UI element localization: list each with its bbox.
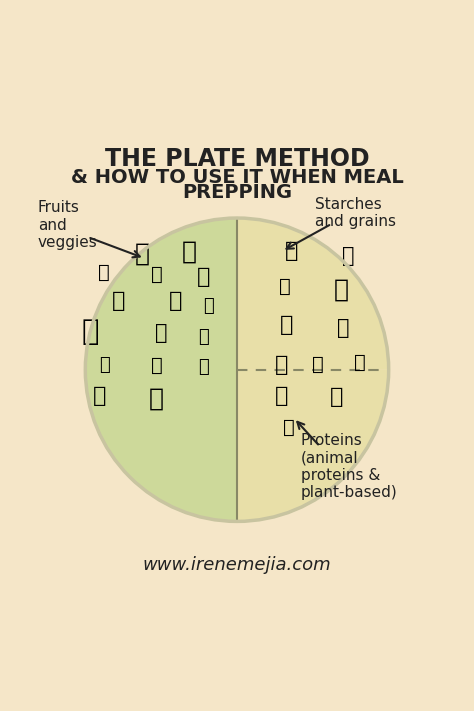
Text: 🥬: 🥬 [199, 328, 209, 346]
Text: 🫘: 🫘 [283, 418, 295, 437]
Text: THE PLATE METHOD: THE PLATE METHOD [105, 146, 369, 171]
Text: Proteins
(animal
proteins &
plant-based): Proteins (animal proteins & plant-based) [301, 433, 398, 501]
Text: 🥑: 🥑 [169, 291, 182, 311]
Text: www.irenemejia.com: www.irenemejia.com [143, 556, 331, 574]
Text: 🍄: 🍄 [199, 358, 209, 376]
Wedge shape [85, 218, 237, 521]
Text: 🥬: 🥬 [197, 267, 210, 287]
Text: 🌶: 🌶 [99, 263, 110, 282]
Text: 🍈: 🍈 [182, 239, 197, 263]
Text: 🥦: 🥦 [135, 242, 150, 266]
Wedge shape [237, 370, 389, 521]
Text: 🍅: 🍅 [112, 291, 125, 311]
Text: 🧀: 🧀 [275, 386, 289, 406]
Text: Starches
and grains: Starches and grains [315, 197, 396, 230]
Text: 🍝: 🍝 [337, 318, 350, 338]
Text: 🍓: 🍓 [151, 265, 162, 284]
Text: Fruits
and
veggies: Fruits and veggies [38, 201, 98, 250]
Text: 🍉: 🍉 [82, 318, 99, 346]
Text: 🍚: 🍚 [285, 241, 298, 261]
Text: PREPPING: PREPPING [182, 183, 292, 203]
Text: 🥔: 🥔 [280, 315, 293, 335]
Text: 🧅: 🧅 [99, 356, 109, 374]
Text: 🍱: 🍱 [330, 387, 343, 407]
Text: 🥩: 🥩 [312, 355, 323, 373]
Text: & HOW TO USE IT WHEN MEAL: & HOW TO USE IT WHEN MEAL [71, 169, 403, 187]
Text: 🐟: 🐟 [275, 355, 289, 375]
Text: 🧀: 🧀 [342, 246, 355, 266]
Text: 🥦: 🥦 [155, 323, 167, 343]
Text: 🥦: 🥦 [203, 296, 214, 315]
Text: 🍞: 🍞 [334, 277, 349, 301]
Wedge shape [237, 218, 389, 370]
Text: 🍊: 🍊 [93, 386, 106, 406]
Text: 🥛: 🥛 [355, 353, 366, 372]
Text: 🥜: 🥜 [279, 277, 290, 296]
Text: 🍌: 🍌 [149, 386, 164, 410]
Text: 🥕: 🥕 [151, 356, 162, 375]
